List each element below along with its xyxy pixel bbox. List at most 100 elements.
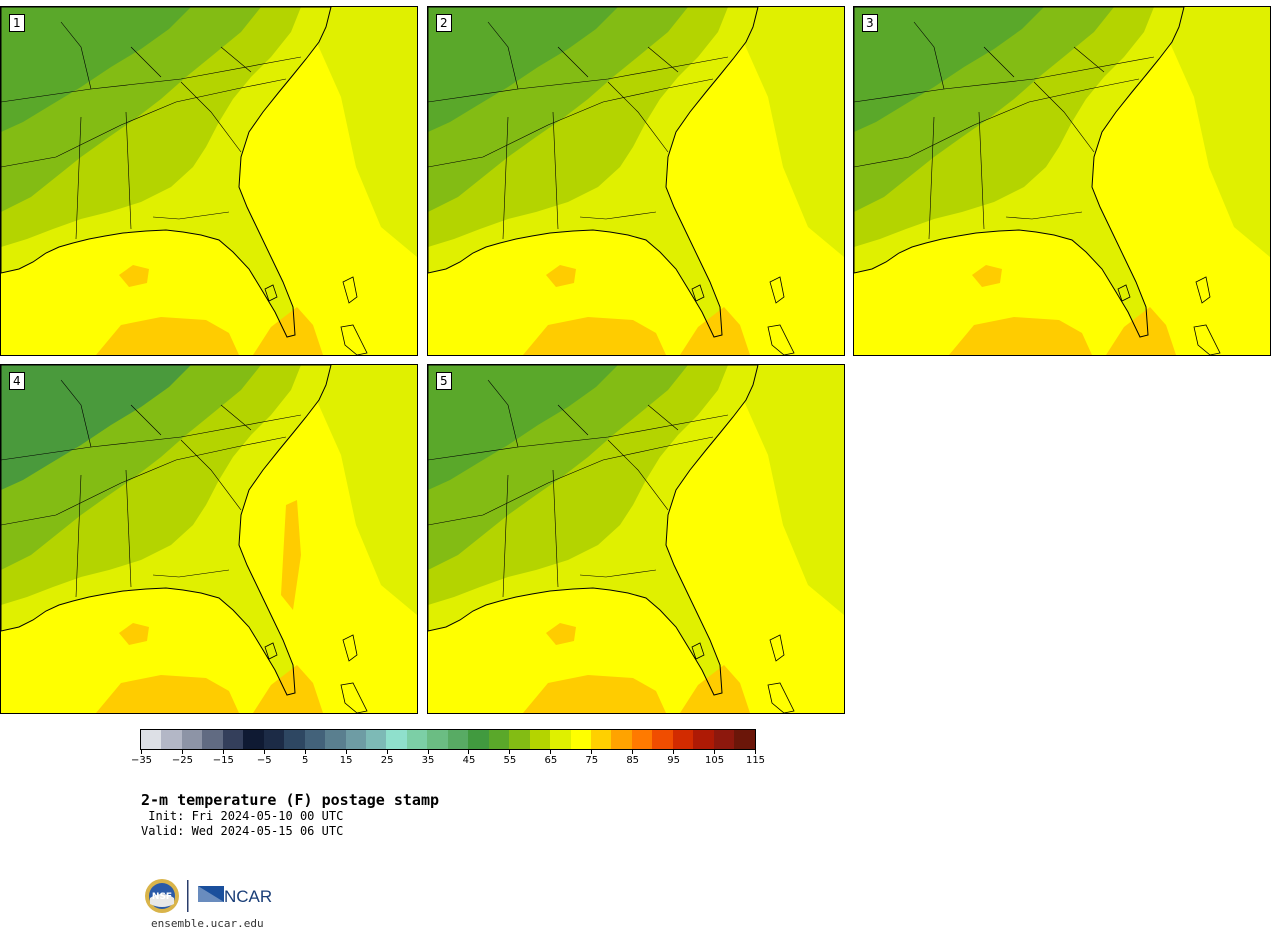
land-dark-region bbox=[428, 365, 618, 490]
state-border bbox=[60, 21, 92, 90]
warm-region bbox=[546, 623, 576, 645]
colorbar-tick-label: 35 bbox=[421, 755, 435, 766]
island-outline bbox=[1117, 284, 1131, 302]
logos: NSF NCAR bbox=[144, 876, 284, 916]
state-border bbox=[75, 116, 82, 240]
state-border bbox=[647, 404, 679, 431]
panel-number: 3 bbox=[862, 14, 878, 32]
colorbar-cell bbox=[202, 730, 223, 749]
land-dark-region bbox=[854, 7, 1044, 132]
state-border bbox=[130, 46, 162, 78]
colorbar-tick-label: −5 bbox=[256, 755, 272, 766]
warm-region bbox=[949, 317, 1092, 355]
colorbar-cell bbox=[734, 730, 755, 749]
temperature-map bbox=[1, 365, 417, 713]
island-outline bbox=[342, 276, 358, 304]
warm-region bbox=[546, 265, 576, 287]
colorbar-tick bbox=[263, 750, 265, 754]
colorbar-cell bbox=[243, 730, 264, 749]
colorbar-tick bbox=[345, 750, 347, 754]
warm-streak bbox=[281, 500, 301, 610]
panel-number: 5 bbox=[436, 372, 452, 390]
colorbar-tick bbox=[427, 750, 429, 754]
state-border bbox=[1005, 211, 1083, 220]
atlantic-cool-band bbox=[301, 7, 417, 257]
state-border bbox=[180, 81, 242, 153]
colorbar-cell bbox=[365, 730, 387, 749]
colorbar-cell bbox=[652, 730, 673, 749]
colorbar-tick-label: 115 bbox=[745, 755, 766, 766]
state-border bbox=[220, 46, 252, 73]
state-border bbox=[983, 46, 1015, 78]
ncar-logo-icon: NCAR bbox=[198, 886, 272, 906]
state-border bbox=[1, 414, 302, 461]
nsf-logo-text: NSF bbox=[152, 892, 172, 902]
state-border bbox=[130, 404, 162, 436]
warm-region bbox=[119, 265, 149, 287]
warm-region bbox=[523, 317, 666, 355]
colorbar-cell bbox=[550, 730, 571, 749]
state-border bbox=[428, 436, 714, 526]
colorbar-cell bbox=[570, 730, 591, 749]
state-border bbox=[428, 414, 729, 461]
panel-number: 1 bbox=[9, 14, 25, 32]
warm-region bbox=[972, 265, 1002, 287]
state-border bbox=[1, 436, 287, 526]
state-border bbox=[647, 46, 679, 73]
atlantic-cool-band bbox=[1154, 7, 1270, 257]
colorbar-tick-label: 85 bbox=[626, 755, 640, 766]
colorbar-cell bbox=[304, 730, 326, 749]
state-border bbox=[557, 404, 589, 436]
colorbar-tick bbox=[591, 750, 593, 754]
colorbar-tick-label: −35 bbox=[130, 755, 153, 766]
warm-region bbox=[96, 317, 239, 355]
colorbar-tick-label: 65 bbox=[544, 755, 558, 766]
island-outline bbox=[1195, 276, 1211, 304]
land-dark-region bbox=[1, 365, 191, 490]
warm-region bbox=[523, 675, 666, 713]
state-border bbox=[180, 439, 242, 511]
colorbar-cell bbox=[325, 730, 346, 749]
island-outline bbox=[767, 682, 795, 713]
state-border bbox=[428, 56, 729, 103]
state-border bbox=[557, 46, 589, 78]
state-border bbox=[75, 474, 82, 598]
warm-region bbox=[1106, 307, 1176, 355]
colorbar-tick bbox=[509, 750, 511, 754]
state-border bbox=[125, 111, 132, 230]
state-border bbox=[552, 469, 559, 588]
state-border bbox=[428, 78, 714, 168]
colorbar-tick-label: 15 bbox=[339, 755, 353, 766]
island-outline bbox=[264, 284, 278, 302]
warm-region bbox=[680, 307, 750, 355]
map-panel-1: 1 bbox=[0, 6, 418, 356]
colorbar-tick-label: 45 bbox=[462, 755, 476, 766]
map-panel-4: 4 bbox=[0, 364, 418, 714]
state-border bbox=[607, 439, 669, 511]
state-border bbox=[854, 78, 1140, 168]
island-outline bbox=[340, 682, 368, 713]
colorbar-cell bbox=[406, 730, 428, 749]
island-outline bbox=[340, 324, 368, 355]
colorbar-cell bbox=[161, 730, 182, 749]
colorbar-cell bbox=[713, 730, 735, 749]
colorbar-cell bbox=[672, 730, 694, 749]
state-border bbox=[1, 78, 287, 168]
state-border bbox=[552, 111, 559, 230]
warm-region bbox=[253, 307, 323, 355]
state-border bbox=[502, 474, 509, 598]
colorbar-cell bbox=[181, 730, 203, 749]
state-border bbox=[854, 56, 1155, 103]
colorbar-tick bbox=[714, 750, 716, 754]
state-border bbox=[1033, 81, 1095, 153]
colorbar-tick bbox=[632, 750, 634, 754]
island-outline bbox=[691, 642, 705, 660]
colorbar-tick-label: 5 bbox=[302, 755, 309, 766]
state-border bbox=[152, 211, 230, 220]
state-border bbox=[125, 469, 132, 588]
coastline bbox=[1, 365, 332, 696]
colorbar-tick bbox=[673, 750, 675, 754]
ncar-logo-text: NCAR bbox=[224, 887, 272, 906]
land-dark-region bbox=[428, 7, 618, 132]
panel-number: 2 bbox=[436, 14, 452, 32]
